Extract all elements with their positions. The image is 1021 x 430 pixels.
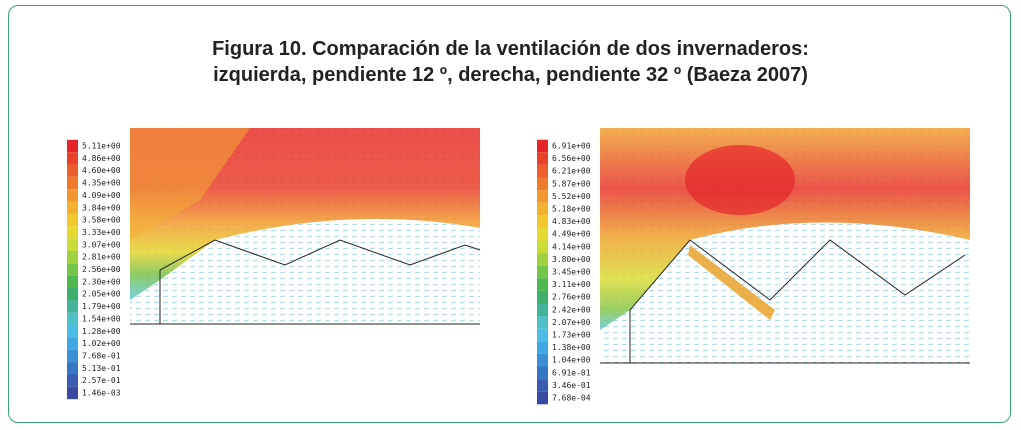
legend-label: 2.07e+00 xyxy=(552,318,591,327)
legend-label: 2.42e+00 xyxy=(552,305,591,314)
legend-swatch xyxy=(537,228,548,241)
legend-swatch xyxy=(67,165,78,177)
legend-label: 4.49e+00 xyxy=(552,230,591,239)
legend-swatch xyxy=(537,241,548,254)
legend-label: 6.91e-01 xyxy=(552,368,591,377)
legend-label: 5.87e+00 xyxy=(552,179,591,188)
legend-label: 5.13e-01 xyxy=(82,364,121,373)
legend-label: 4.35e+00 xyxy=(82,179,121,188)
legend-swatch xyxy=(537,140,548,153)
legend-label: 1.04e+00 xyxy=(552,356,591,365)
legend-label: 4.83e+00 xyxy=(552,217,591,226)
legend-label: 3.84e+00 xyxy=(82,203,121,212)
legend-label: 5.18e+00 xyxy=(552,205,591,214)
legend-swatch xyxy=(537,203,548,216)
legend-label: 3.07e+00 xyxy=(82,240,121,249)
legend-label: 2.05e+00 xyxy=(82,290,121,299)
legend-swatch xyxy=(67,251,78,263)
legend-swatch xyxy=(67,374,78,386)
legend-label: 2.56e+00 xyxy=(82,265,121,274)
left-plot xyxy=(130,125,480,325)
legend-swatch xyxy=(537,190,548,203)
legend-label: 3.46e-01 xyxy=(552,381,591,390)
legend-label: 6.56e+00 xyxy=(552,154,591,163)
legend-label: 7.68e-04 xyxy=(552,394,591,403)
legend-label: 2.30e+00 xyxy=(82,277,121,286)
legend-swatch xyxy=(537,354,548,367)
legend-swatch xyxy=(67,325,78,337)
legend-label: 1.73e+00 xyxy=(552,331,591,340)
legend-swatch xyxy=(67,214,78,226)
legend-swatch xyxy=(67,177,78,189)
legend-label: 6.21e+00 xyxy=(552,167,591,176)
legend-label: 1.02e+00 xyxy=(82,339,121,348)
legend-swatch xyxy=(537,266,548,279)
legend-swatch xyxy=(537,392,548,405)
legend-label: 5.52e+00 xyxy=(552,192,591,201)
legend-swatch xyxy=(67,263,78,275)
legend-swatch xyxy=(67,313,78,325)
legend-label: 4.60e+00 xyxy=(82,166,121,175)
legend-swatch xyxy=(537,341,548,354)
legend-swatch xyxy=(537,215,548,228)
legend-swatch xyxy=(537,379,548,392)
flow-field xyxy=(685,145,795,215)
legend-swatch xyxy=(537,367,548,380)
legend-swatch xyxy=(67,140,78,152)
legend-swatch xyxy=(537,316,548,329)
legend-label: 6.91e+00 xyxy=(552,142,591,151)
legend-swatch xyxy=(537,253,548,266)
legend-swatch xyxy=(537,152,548,165)
legend-swatch xyxy=(67,152,78,164)
legend-swatch xyxy=(67,202,78,214)
figure: 5.11e+00 4.86e+00 4.60e+00 4.35e+00 4.09e+00… xyxy=(0,0,1021,430)
legend-label: 3.45e+00 xyxy=(552,268,591,277)
legend-label: 1.38e+00 xyxy=(552,343,591,352)
legend-swatch xyxy=(67,387,78,399)
legend-label: 2.76e+00 xyxy=(552,293,591,302)
legend-swatch xyxy=(67,276,78,288)
legend-label: 3.80e+00 xyxy=(552,255,591,264)
legend-swatch xyxy=(67,337,78,349)
legend-label: 5.11e+00 xyxy=(82,142,121,151)
legend-swatch xyxy=(537,304,548,317)
legend-label: 3.11e+00 xyxy=(552,280,591,289)
legend-label: 2.57e-01 xyxy=(82,376,121,385)
legend-label: 4.09e+00 xyxy=(82,191,121,200)
legend-label: 3.58e+00 xyxy=(82,216,121,225)
legend-swatch xyxy=(537,165,548,178)
legend-label: 2.81e+00 xyxy=(82,253,121,262)
legend-swatch xyxy=(537,278,548,291)
legend-swatch xyxy=(67,300,78,312)
legend-swatch xyxy=(67,239,78,251)
legend-label: 1.79e+00 xyxy=(82,302,121,311)
right-plot xyxy=(600,125,970,365)
legend-swatch xyxy=(67,350,78,362)
legend-swatch xyxy=(537,178,548,191)
page: {"header": {"title_line1": "Figura 10. C… xyxy=(0,0,1021,430)
legend-label: 4.14e+00 xyxy=(552,242,591,251)
legend-label: 7.68e-01 xyxy=(82,351,121,360)
legend-label: 4.86e+00 xyxy=(82,154,121,163)
legend-label: 3.33e+00 xyxy=(82,228,121,237)
legend-swatch xyxy=(67,189,78,201)
legend-label: 1.54e+00 xyxy=(82,314,121,323)
legend-swatch xyxy=(67,362,78,374)
legend-swatch xyxy=(67,288,78,300)
legend-swatch xyxy=(537,291,548,304)
legend-swatch xyxy=(67,226,78,238)
legend-label: 1.46e-03 xyxy=(82,389,121,398)
legend-label: 1.28e+00 xyxy=(82,327,121,336)
legend-swatch xyxy=(537,329,548,342)
